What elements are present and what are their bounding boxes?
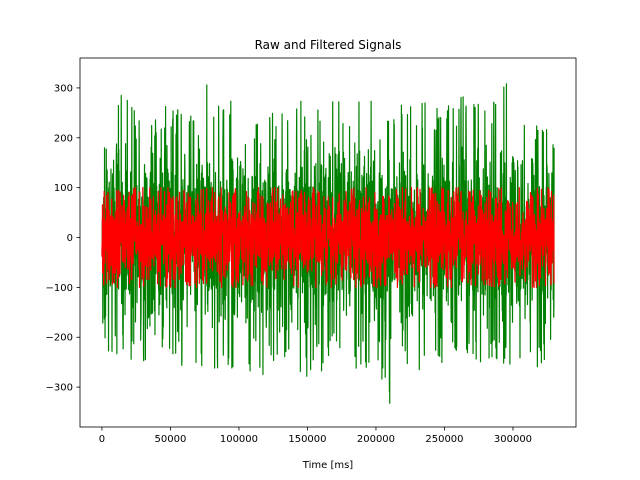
series-line-1 [101, 187, 555, 288]
y-tick-label: 300 [54, 83, 73, 94]
y-tick-label: 100 [54, 183, 73, 194]
chart-title: Raw and Filtered Signals [255, 38, 402, 52]
y-tick-label: −100 [46, 283, 73, 294]
y-axis-ticks: −300 −200 −100 0 100 200 300 [46, 83, 80, 394]
x-axis-ticks: 0 50000 100000 150000 200000 250000 300000 [99, 427, 532, 445]
y-tick-label: −300 [46, 383, 73, 394]
plot-frame [79, 57, 577, 428]
x-tick-label: 200000 [357, 434, 395, 445]
y-tick-label: 200 [54, 133, 73, 144]
x-tick-label: 250000 [425, 434, 463, 445]
x-tick-label: 300000 [494, 434, 532, 445]
x-tick-label: 100000 [220, 434, 258, 445]
x-tick-label: 150000 [288, 434, 326, 445]
x-tick-label: 0 [99, 434, 105, 445]
series-1 [101, 187, 555, 288]
plot-series [101, 83, 555, 404]
x-axis-title: Time [ms] [302, 460, 354, 471]
y-tick-label: 0 [67, 233, 73, 244]
y-tick-label: −200 [46, 333, 73, 344]
x-tick-label: 50000 [155, 434, 187, 445]
